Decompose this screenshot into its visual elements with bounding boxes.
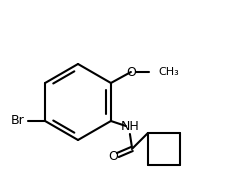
Text: CH₃: CH₃	[158, 67, 179, 77]
Text: O: O	[108, 151, 118, 164]
Text: O: O	[126, 65, 136, 79]
Text: NH: NH	[120, 121, 139, 133]
Text: Br: Br	[10, 114, 24, 127]
